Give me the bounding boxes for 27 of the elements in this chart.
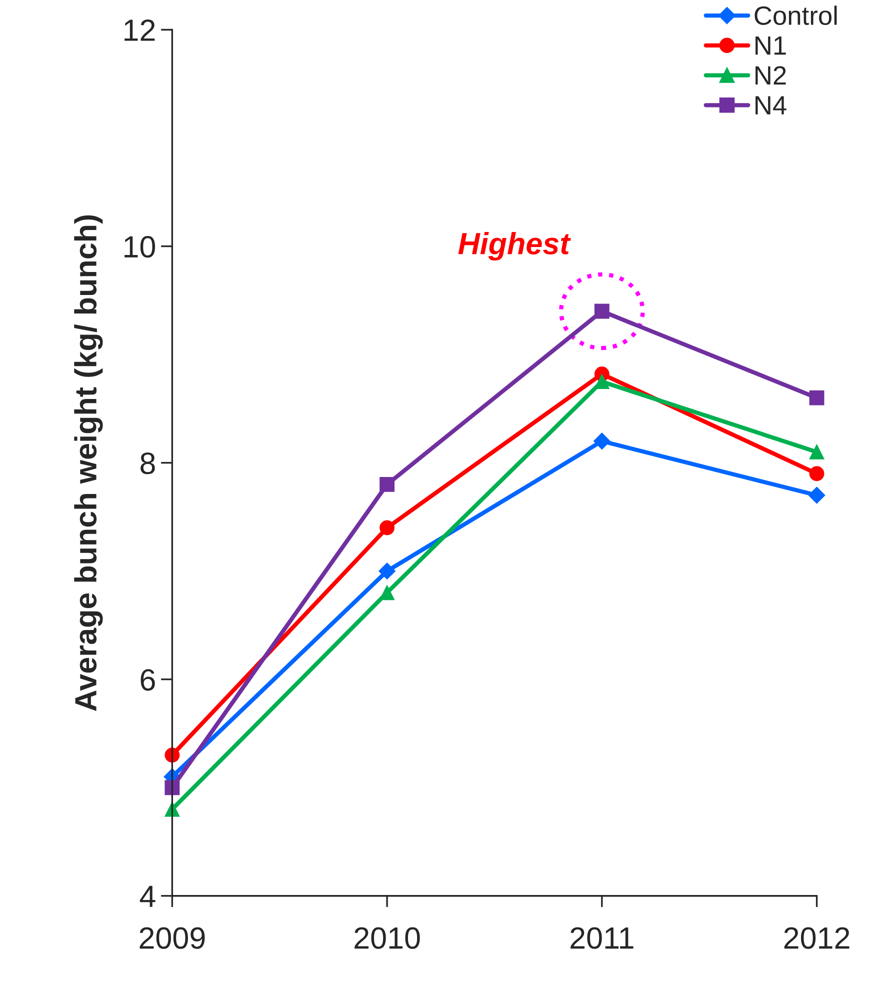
x-tick-label: 2009 (140, 927, 205, 949)
point (164, 780, 180, 796)
legend-label: Control (754, 6, 837, 26)
y-tick-label: 8 (140, 452, 155, 474)
y-tick-label: 4 (140, 886, 156, 907)
annotation: Highest (458, 232, 571, 261)
point (594, 374, 610, 390)
legend-label: N1 (756, 36, 786, 55)
y-tick-label: 10 (124, 236, 156, 258)
point (594, 432, 610, 450)
x-tick-label: 2011 (570, 927, 634, 949)
x-tick-label: 2012 (784, 927, 850, 949)
point (809, 390, 824, 406)
point (380, 476, 395, 492)
point (380, 585, 395, 600)
point (378, 562, 396, 580)
y-tick-label: 6 (140, 669, 155, 691)
legend-label: N2 (756, 66, 786, 85)
point (809, 466, 824, 482)
point (594, 304, 610, 319)
point (808, 486, 826, 504)
point (380, 520, 395, 536)
point (809, 444, 824, 460)
y-tick-label: 12 (124, 19, 155, 41)
x-tick-label: 2010 (354, 927, 420, 949)
y-axis-title: Average bunch weight (kg/ bunch) (74, 215, 103, 711)
legend-label: N4 (756, 96, 786, 114)
